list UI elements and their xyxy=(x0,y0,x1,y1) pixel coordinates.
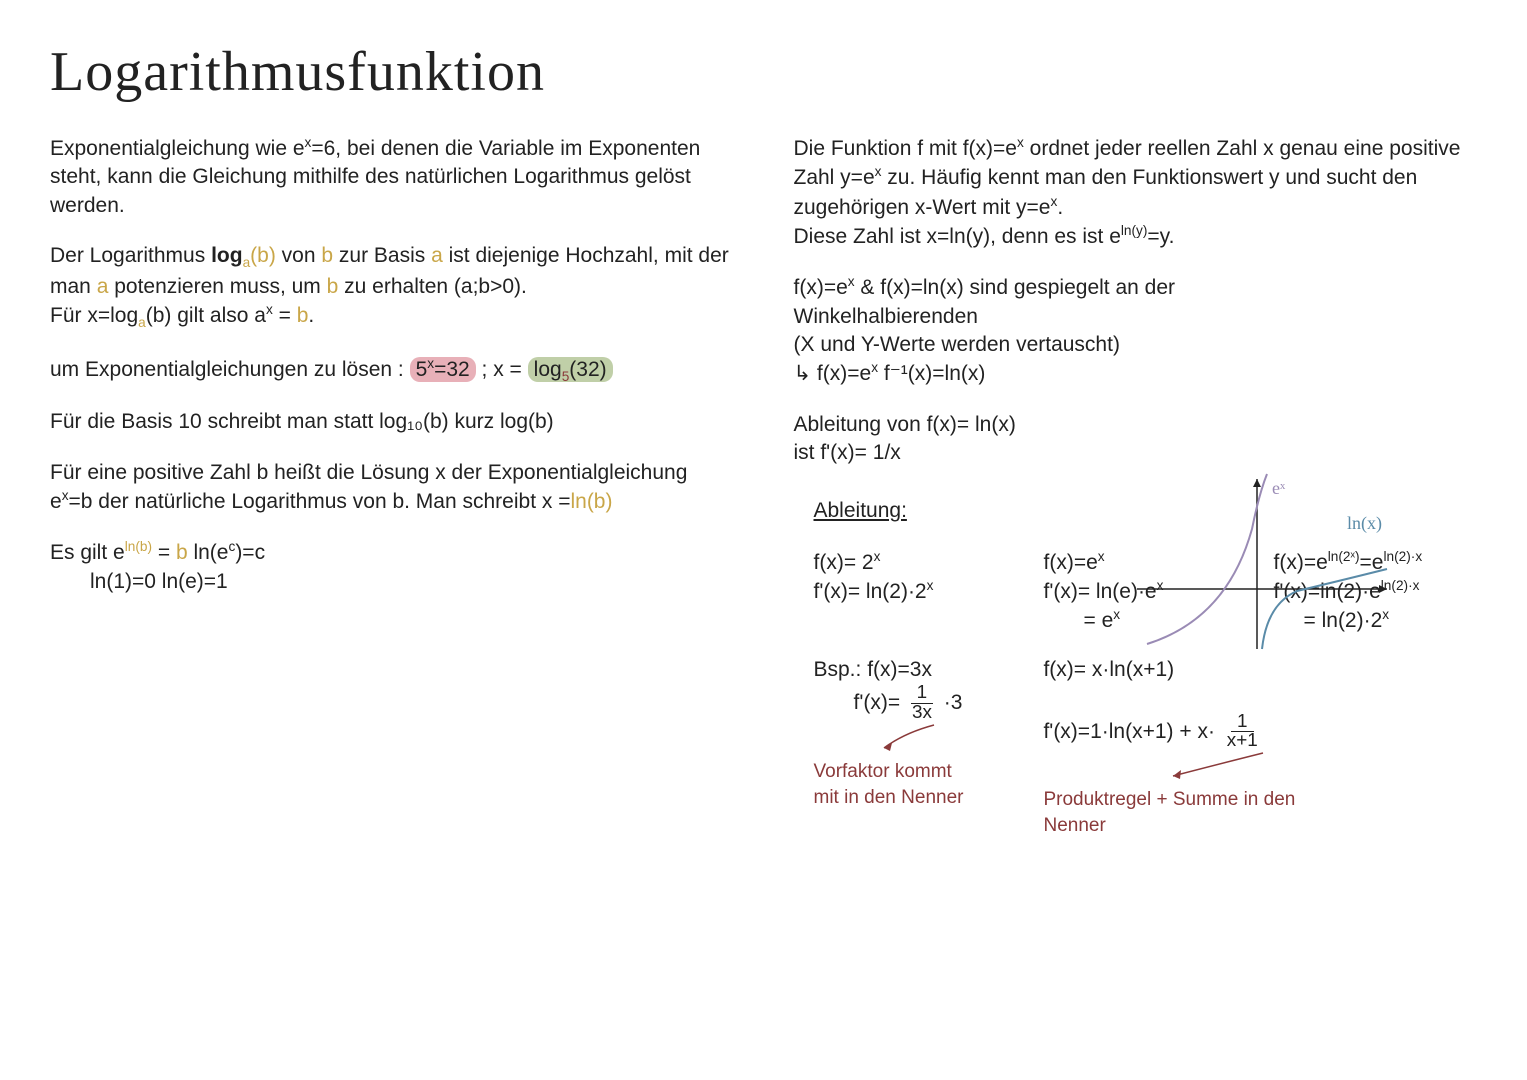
note-text: Produktregel + Summe in den Nenner xyxy=(1043,787,1295,838)
exponent: x xyxy=(874,549,881,564)
exponent: x xyxy=(927,578,934,593)
text: f'(x)= ln(2)·2 xyxy=(814,580,927,603)
text: ist f'(x)= 1/x xyxy=(794,441,901,464)
text: zu erhalten (a;b>0). xyxy=(338,275,527,298)
fraction: 1 3x xyxy=(906,684,938,723)
text: potenzieren muss, um xyxy=(108,275,326,298)
exponent: x xyxy=(1098,549,1105,564)
text: f(x)= 2 xyxy=(814,551,874,574)
page-title: Logarithmusfunktion xyxy=(50,40,1477,104)
text: b xyxy=(321,244,333,267)
text: a xyxy=(431,244,443,267)
highlight-pink: 5x=32 xyxy=(410,357,476,382)
text: )=c xyxy=(235,541,265,564)
text: f(x)= x·ln(x+1) xyxy=(1043,658,1174,681)
exponent: x xyxy=(848,274,855,289)
text: f(x)=e xyxy=(794,276,848,299)
text: Bsp.: f(x)=3x xyxy=(814,658,932,681)
text: Produktregel + Summe in den xyxy=(1043,789,1295,810)
text: um Exponentialgleichungen zu lösen : xyxy=(50,358,410,381)
arrow-icon xyxy=(874,723,954,753)
exponent: x xyxy=(871,360,878,375)
text: Es gilt e xyxy=(50,541,125,564)
exponent: x xyxy=(62,488,69,503)
text: = xyxy=(273,304,297,327)
note-text: Vorfaktor kommt mit in den Nenner xyxy=(814,759,964,810)
text: ↳ f(x)=e xyxy=(794,362,872,385)
deriv-block-1: f(x)= 2x f'(x)= ln(2)·2x xyxy=(814,548,994,636)
text: Der Logarithmus xyxy=(50,244,211,267)
text: von xyxy=(276,244,322,267)
text: Nenner xyxy=(1043,815,1105,836)
paragraph: Die Funktion f mit f(x)=ex ordnet jeder … xyxy=(794,134,1478,251)
example-product-rule: f(x)= x·ln(x+1) f'(x)=1·ln(x+1) + x· 1 x… xyxy=(1043,656,1295,839)
numerator: 1 xyxy=(1231,713,1254,733)
exponent: ln(b) xyxy=(125,539,152,554)
exponent: x xyxy=(266,302,273,317)
text: = e xyxy=(1084,609,1114,632)
text: = xyxy=(152,541,176,564)
text: . xyxy=(1057,196,1063,219)
denominator: x+1 xyxy=(1221,732,1264,751)
exponent: x xyxy=(1017,135,1024,150)
text: ·3 xyxy=(944,691,963,714)
paragraph: f(x)=ex & f(x)=ln(x) sind gespiegelt an … xyxy=(794,273,1214,388)
example-bsp: Bsp.: f(x)=3x f'(x)= 1 3x ·3 Vorfaktor k… xyxy=(814,656,964,839)
paragraph: Der Logarithmus loga(b) von b zur Basis … xyxy=(50,242,734,333)
text: 5 xyxy=(416,358,428,381)
text: b xyxy=(327,275,339,298)
text: f⁻¹(x)=ln(x) xyxy=(878,362,985,385)
text: Für x=log xyxy=(50,304,138,327)
text: a xyxy=(97,275,109,298)
text: Vorfaktor kommt xyxy=(814,761,952,782)
text: ln(1)=0 ln(e)=1 xyxy=(90,570,228,593)
text: zu. Häufig kennt man den Funktionswert y… xyxy=(794,166,1418,218)
numerator: 1 xyxy=(911,684,934,704)
right-column: Die Funktion f mit f(x)=ex ordnet jeder … xyxy=(794,134,1478,839)
text: (32) xyxy=(569,358,606,381)
heading-text: Ableitung: xyxy=(814,499,907,522)
arrow-icon xyxy=(1163,751,1283,781)
text: (b) xyxy=(250,244,276,267)
text: =y. xyxy=(1147,225,1174,248)
text: Diese Zahl ist x=ln(y), denn es ist e xyxy=(794,225,1121,248)
fraction: 1 x+1 xyxy=(1221,713,1264,752)
paragraph: Ableitung von f(x)= ln(x) ist f'(x)= 1/x xyxy=(794,411,1478,468)
text: Ableitung von f(x)= ln(x) xyxy=(794,413,1016,436)
log-text: log xyxy=(211,244,243,267)
text: log xyxy=(534,358,562,381)
text: zur Basis xyxy=(333,244,431,267)
text: b xyxy=(176,541,188,564)
text: =32 xyxy=(434,358,470,381)
text: mit in den Nenner xyxy=(814,787,964,808)
paragraph: um Exponentialgleichungen zu lösen : 5x=… xyxy=(50,355,734,387)
paragraph: Für eine positive Zahl b heißt die Lösun… xyxy=(50,459,734,517)
text: (b) gilt also a xyxy=(146,304,266,327)
graph-label-ln: ln(x) xyxy=(1347,513,1382,534)
text: Exponentialgleichung wie e xyxy=(50,137,305,160)
text: ; x = xyxy=(476,358,528,381)
text: (X und Y-Werte werden vertauscht) xyxy=(794,333,1120,356)
text: ln(b) xyxy=(570,490,612,513)
text: b xyxy=(297,304,309,327)
graph-ex-lnx: eˣ ln(x) xyxy=(1117,469,1397,659)
text: . xyxy=(308,304,314,327)
text: f'(x)=1·ln(x+1) + x· xyxy=(1043,719,1214,742)
highlight-green: log5(32) xyxy=(528,357,613,382)
text: f(x)=e xyxy=(1044,551,1098,574)
content-columns: Exponentialgleichung wie ex=6, bei denen… xyxy=(50,134,1477,839)
exponent: ln(y) xyxy=(1121,223,1148,238)
paragraph: Für die Basis 10 schreibt man statt log₁… xyxy=(50,408,734,436)
text: Die Funktion f mit f(x)=e xyxy=(794,137,1017,160)
paragraph: Es gilt eln(b) = b ln(ec)=c ln(1)=0 ln(e… xyxy=(50,538,734,596)
text: ln(e xyxy=(188,541,229,564)
text: =b der natürliche Logarithmus von b. Man… xyxy=(69,490,571,513)
text: f'(x)= xyxy=(854,691,906,714)
sub-a: a xyxy=(138,315,146,330)
denominator: 3x xyxy=(906,704,938,723)
left-column: Exponentialgleichung wie ex=6, bei denen… xyxy=(50,134,734,839)
graph-label-ex: eˣ xyxy=(1272,478,1286,498)
paragraph: Exponentialgleichung wie ex=6, bei denen… xyxy=(50,134,734,220)
